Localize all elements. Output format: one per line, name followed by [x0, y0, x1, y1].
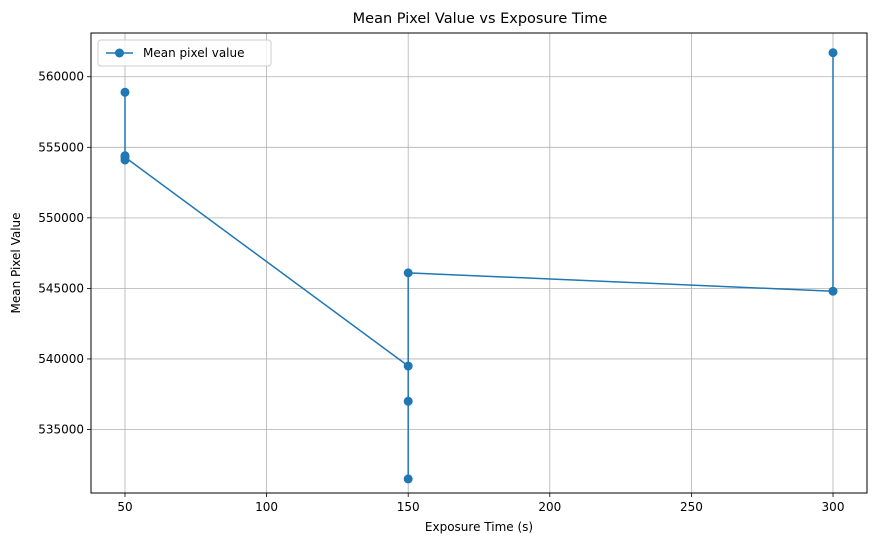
data-point [403, 268, 413, 278]
x-tick-label: 100 [255, 500, 278, 514]
x-tick-label: 250 [680, 500, 703, 514]
y-axis-label: Mean Pixel Value [9, 212, 23, 313]
data-point [828, 48, 838, 58]
data-point [403, 396, 413, 406]
chart-title: Mean Pixel Value vs Exposure Time [353, 11, 608, 27]
y-tick-label: 545000 [38, 281, 84, 295]
grid-lines [91, 33, 867, 493]
x-tick-label: 200 [538, 500, 561, 514]
data-point [403, 361, 413, 371]
y-tick-label: 535000 [38, 423, 84, 437]
y-tick-label: 550000 [38, 211, 84, 225]
legend-label: Mean pixel value [143, 46, 245, 60]
x-tick-label: 150 [397, 500, 420, 514]
legend: Mean pixel value [97, 39, 272, 67]
data-point [120, 152, 130, 162]
y-tick-label: 560000 [38, 70, 84, 84]
series-line [124, 52, 834, 480]
plot-frame [90, 32, 868, 494]
data-point [403, 474, 413, 484]
y-tick-label: 540000 [38, 352, 84, 366]
legend-marker [115, 48, 124, 58]
data-point [828, 286, 838, 296]
y-tick-label: 555000 [38, 140, 84, 154]
x-tick-label: 50 [117, 500, 132, 514]
axis-ticks: 50 100 150 200 250 300 535000 540000 545000 55000… [38, 70, 844, 514]
x-axis-label: Exposure Time (s) [425, 520, 533, 534]
plot-data [120, 48, 838, 484]
data-point [120, 87, 130, 97]
x-tick-label: 300 [822, 500, 845, 514]
legend-box [97, 39, 272, 67]
